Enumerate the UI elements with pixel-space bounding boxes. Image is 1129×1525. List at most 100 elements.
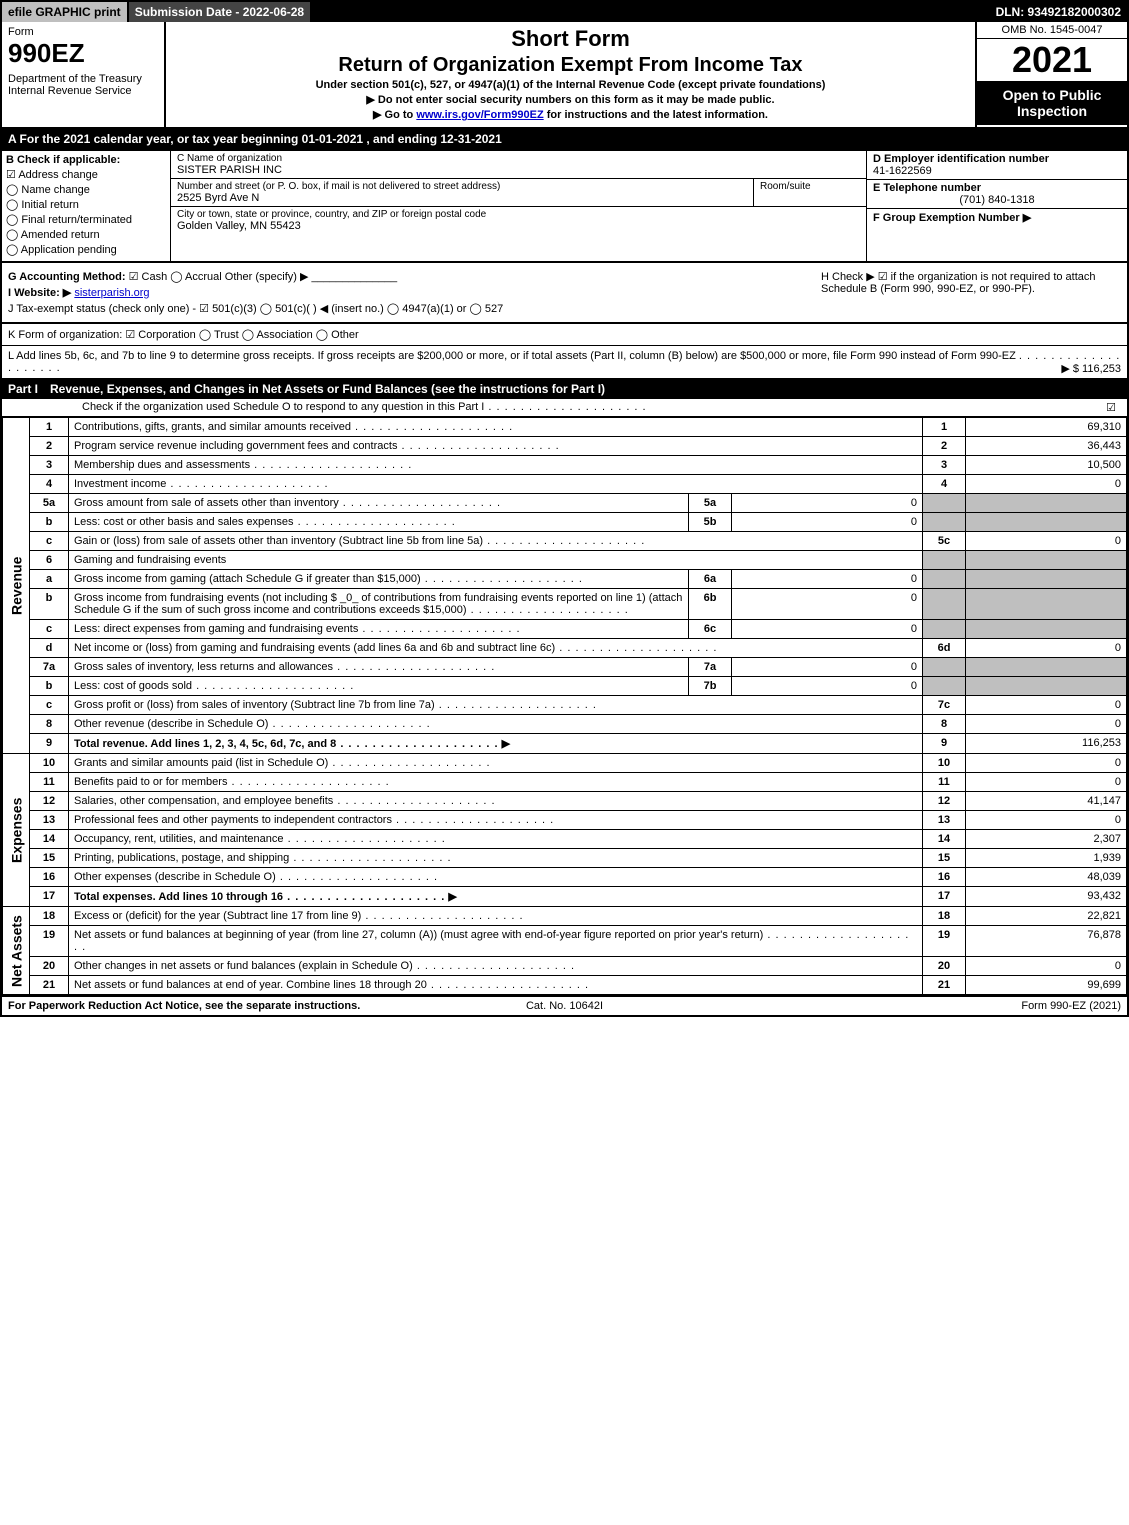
short-form-title: Short Form: [172, 26, 969, 52]
line-number: b: [30, 589, 69, 620]
tax-year: 2021: [977, 39, 1127, 81]
dln-label: DLN: 93492182000302: [990, 2, 1127, 22]
part1-sub: Check if the organization used Schedule …: [2, 399, 1127, 417]
line-desc: Gross amount from sale of assets other t…: [69, 494, 689, 513]
line-number: b: [30, 677, 69, 696]
table-row: cGross profit or (loss) from sales of in…: [3, 696, 1127, 715]
section-ghij: G Accounting Method: ☑ Cash ◯ Accrual Ot…: [2, 263, 1127, 324]
line-desc: Net income or (loss) from gaming and fun…: [69, 639, 923, 658]
table-row: 6Gaming and fundraising events: [3, 551, 1127, 570]
outer-line-no-shade: [923, 677, 966, 696]
line-number: b: [30, 513, 69, 532]
line-desc: Investment income: [69, 475, 923, 494]
table-row: Net Assets18Excess or (deficit) for the …: [3, 907, 1127, 926]
section-c: C Name of organization SISTER PARISH INC…: [171, 151, 866, 261]
goto-link[interactable]: www.irs.gov/Form990EZ: [416, 109, 543, 121]
outer-line-no: 11: [923, 773, 966, 792]
l-text: L Add lines 5b, 6c, and 7b to line 9 to …: [8, 350, 1016, 362]
inner-line-val: 0: [732, 570, 923, 589]
table-row: 13Professional fees and other payments t…: [3, 811, 1127, 830]
outer-line-no: 13: [923, 811, 966, 830]
checkbox-icon[interactable]: ◯: [6, 184, 18, 196]
checkbox-label: Name change: [21, 184, 90, 196]
table-row: 20Other changes in net assets or fund ba…: [3, 957, 1127, 976]
line-desc: Professional fees and other payments to …: [69, 811, 923, 830]
outer-line-val: 93,432: [966, 887, 1127, 907]
org-street: 2525 Byrd Ave N: [177, 192, 747, 204]
form-word: Form: [8, 26, 158, 38]
line-number: 9: [30, 734, 69, 754]
j-text: J Tax-exempt status (check only one) - ☑…: [8, 303, 503, 315]
g-cash: ☑ Cash: [129, 271, 168, 283]
table-row: bLess: cost or other basis and sales exp…: [3, 513, 1127, 532]
line-number: 11: [30, 773, 69, 792]
outer-line-no: 17: [923, 887, 966, 907]
header-left: Form 990EZ Department of the Treasury In…: [2, 22, 166, 127]
checkbox-icon[interactable]: ☑: [6, 169, 16, 181]
checkbox-icon[interactable]: ◯: [6, 244, 18, 256]
outer-line-no: 16: [923, 868, 966, 887]
section-g: G Accounting Method: ☑ Cash ◯ Accrual Ot…: [8, 270, 811, 283]
line-number: 1: [30, 418, 69, 437]
efile-print-button[interactable]: efile GRAPHIC print: [2, 2, 129, 22]
header-right: OMB No. 1545-0047 2021 Open to Public In…: [975, 22, 1127, 127]
checkbox-icon[interactable]: ◯: [6, 214, 18, 226]
table-row: 16Other expenses (describe in Schedule O…: [3, 868, 1127, 887]
outer-line-no: 21: [923, 976, 966, 995]
inner-line-no: 6a: [689, 570, 732, 589]
form-header: Form 990EZ Department of the Treasury In…: [2, 22, 1127, 129]
outer-line-no: 3: [923, 456, 966, 475]
footer-right: Form 990-EZ (2021): [750, 1000, 1121, 1012]
l-amount: ▶ $ 116,253: [1061, 362, 1121, 375]
inner-line-no: 7b: [689, 677, 732, 696]
submission-date: Submission Date - 2022-06-28: [129, 2, 312, 22]
inner-line-no: 5a: [689, 494, 732, 513]
line-number: 21: [30, 976, 69, 995]
b-checkbox-line: ◯ Application pending: [6, 243, 166, 256]
line-number: 10: [30, 754, 69, 773]
outer-line-val-shade: [966, 570, 1127, 589]
part1-sub-text: Check if the organization used Schedule …: [82, 401, 1101, 414]
omb-number: OMB No. 1545-0047: [977, 22, 1127, 39]
line-desc: Program service revenue including govern…: [69, 437, 923, 456]
table-row: 14Occupancy, rent, utilities, and mainte…: [3, 830, 1127, 849]
revenue-vlabel: Revenue: [3, 418, 30, 754]
line-number: 16: [30, 868, 69, 887]
line-desc: Less: direct expenses from gaming and fu…: [69, 620, 689, 639]
outer-line-no: 7c: [923, 696, 966, 715]
line-number: 12: [30, 792, 69, 811]
header-center: Short Form Return of Organization Exempt…: [166, 22, 975, 127]
section-k: K Form of organization: ☑ Corporation ◯ …: [2, 324, 1127, 346]
outer-line-no-shade: [923, 570, 966, 589]
table-row: 7aGross sales of inventory, less returns…: [3, 658, 1127, 677]
outer-line-val: 0: [966, 475, 1127, 494]
line-number: 2: [30, 437, 69, 456]
table-row: 9Total revenue. Add lines 1, 2, 3, 4, 5c…: [3, 734, 1127, 754]
table-row: bGross income from fundraising events (n…: [3, 589, 1127, 620]
section-l: L Add lines 5b, 6c, and 7b to line 9 to …: [2, 346, 1127, 379]
b-checkbox-line: ◯ Final return/terminated: [6, 213, 166, 226]
outer-line-no: 1: [923, 418, 966, 437]
table-row: 3Membership dues and assessments310,500: [3, 456, 1127, 475]
outer-line-no: 15: [923, 849, 966, 868]
department-label: Department of the Treasury Internal Reve…: [8, 73, 158, 97]
line-number: 7a: [30, 658, 69, 677]
inner-line-no: 6c: [689, 620, 732, 639]
c-room-label: Room/suite: [760, 181, 860, 192]
inner-line-no: 7a: [689, 658, 732, 677]
outer-line-val: 41,147: [966, 792, 1127, 811]
footer-left: For Paperwork Reduction Act Notice, see …: [8, 1000, 379, 1012]
website-link[interactable]: sisterparish.org: [74, 287, 149, 299]
goto-line: ▶ Go to www.irs.gov/Form990EZ for instru…: [172, 108, 969, 121]
line-desc: Net assets or fund balances at beginning…: [69, 926, 923, 957]
do-not-enter: ▶ Do not enter social security numbers o…: [172, 93, 969, 106]
g-label: G Accounting Method:: [8, 271, 126, 283]
outer-line-no: 20: [923, 957, 966, 976]
line-desc: Gross sales of inventory, less returns a…: [69, 658, 689, 677]
inner-line-no: 5b: [689, 513, 732, 532]
checkbox-icon[interactable]: ◯: [6, 199, 18, 211]
inner-line-val: 0: [732, 513, 923, 532]
checkbox-icon[interactable]: ◯: [6, 229, 18, 241]
outer-line-val: 0: [966, 696, 1127, 715]
line-desc: Total expenses. Add lines 10 through 16 …: [69, 887, 923, 907]
